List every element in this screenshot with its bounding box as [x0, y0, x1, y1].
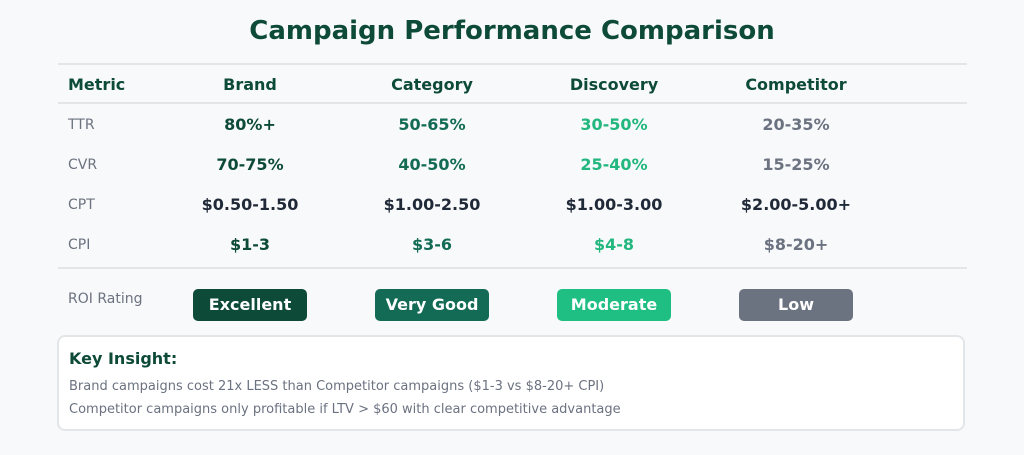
- key-insight-card: Key Insight: Brand campaigns cost 21x LE…: [57, 335, 965, 431]
- metric-label-cvr: CVR: [68, 157, 98, 173]
- ttr-discovery-value: 30-50%: [580, 115, 648, 134]
- cvr-brand-value: 70-75%: [216, 155, 284, 174]
- header-category: Category: [391, 75, 473, 94]
- table-row: TTR 80%+ 50-65% 30-50% 20-35%: [58, 105, 967, 145]
- roi-badge-low: Low: [739, 289, 853, 321]
- cpt-category-value: $1.00-2.50: [383, 195, 481, 214]
- table-header-row: Metric Brand Category Discovery Competit…: [58, 65, 967, 105]
- cpi-competitor-value: $8-20+: [763, 235, 829, 254]
- key-insight-line: Brand campaigns cost 21x LESS than Compe…: [69, 379, 605, 394]
- table-row: CPI $1-3 $3-6 $4-8 $8-20+: [58, 225, 967, 265]
- header-discovery: Discovery: [569, 75, 659, 94]
- cvr-category-value: 40-50%: [398, 155, 466, 174]
- cpt-discovery-value: $1.00-3.00: [565, 195, 663, 214]
- cpi-discovery-value: $4-8: [593, 235, 635, 254]
- table-row: CVR 70-75% 40-50% 25-40% 15-25%: [58, 145, 967, 185]
- roi-badge-moderate: Moderate: [557, 289, 671, 321]
- table-row: CPT $0.50-1.50 $1.00-2.50 $1.00-3.00 $2.…: [58, 185, 967, 225]
- cpi-brand-value: $1-3: [229, 235, 271, 254]
- cvr-competitor-value: 15-25%: [762, 155, 830, 174]
- roi-badge-excellent: Excellent: [193, 289, 307, 321]
- table-top-divider: [58, 63, 967, 65]
- ttr-competitor-value: 20-35%: [762, 115, 830, 134]
- roi-rating-row: ROI Rating Excellent Very Good Moderate …: [58, 273, 967, 321]
- cpt-brand-value: $0.50-1.50: [201, 195, 299, 214]
- ttr-category-value: 50-65%: [398, 115, 466, 134]
- key-insight-title: Key Insight:: [69, 349, 178, 368]
- header-competitor: Competitor: [745, 75, 847, 94]
- roi-rating-label: ROI Rating: [68, 291, 143, 307]
- metric-label-ttr: TTR: [68, 117, 95, 133]
- ttr-brand-value: 80%+: [224, 115, 276, 134]
- roi-badge-very-good: Very Good: [375, 289, 489, 321]
- header-metric: Metric: [68, 75, 126, 94]
- cpt-competitor-value: $2.00-5.00+: [740, 195, 852, 214]
- key-insight-line: Competitor campaigns only profitable if …: [69, 402, 621, 417]
- roi-divider: [58, 267, 967, 269]
- page-title: Campaign Performance Comparison: [249, 16, 775, 46]
- cvr-discovery-value: 25-40%: [580, 155, 648, 174]
- cpi-category-value: $3-6: [411, 235, 453, 254]
- metric-label-cpt: CPT: [68, 197, 95, 213]
- metric-label-cpi: CPI: [68, 237, 91, 253]
- header-brand: Brand: [223, 75, 277, 94]
- header-divider: [58, 102, 967, 104]
